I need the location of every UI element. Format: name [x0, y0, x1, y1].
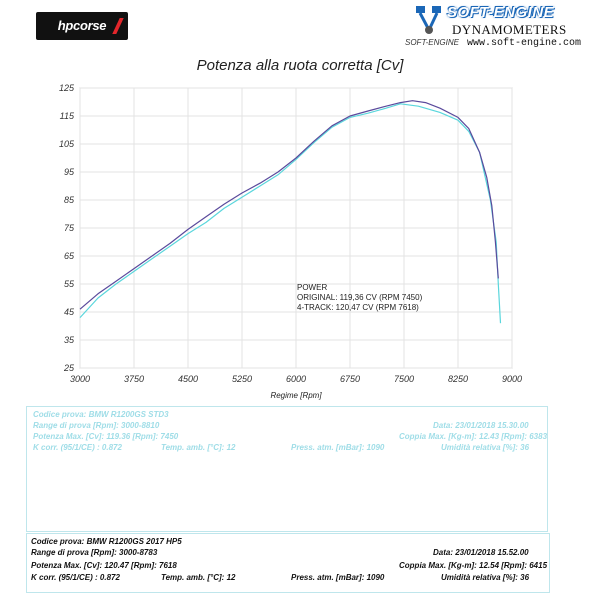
test-info-new: Codice prova: BMW R1200GS 2017 HP5 Range… — [26, 533, 550, 593]
test-temp: Temp. amb. [°C]: 12 — [161, 573, 236, 582]
annotation-line: POWER — [297, 283, 327, 292]
y-tick-label: 65 — [64, 251, 75, 261]
test-info-original: Codice prova: BMW R1200GS STD3 Range di … — [26, 406, 548, 532]
y-tick-label: 75 — [64, 223, 75, 233]
y-tick-label: 95 — [64, 167, 75, 177]
test-k-corr: K corr. (95/1/CE) : 0.872 — [31, 573, 120, 582]
y-tick-label: 105 — [59, 139, 75, 149]
y-tick-label: 45 — [64, 307, 75, 317]
chart-title: Potenza alla ruota corretta [Cv] — [196, 57, 404, 74]
x-tick-label: 3750 — [124, 374, 144, 384]
annotation-line: 4-TRACK: 120,47 CV (RPM 7618) — [297, 303, 419, 312]
y-tick-label: 55 — [64, 279, 75, 289]
y-tick-label: 85 — [64, 195, 75, 205]
soft-engine-url: www.soft-engine.com — [467, 38, 582, 49]
soft-engine-sub: SOFT-ENGINE — [405, 38, 459, 47]
test-k-corr: K corr. (95/1/CE) : 0.872 — [33, 443, 122, 452]
test-max-torque: Coppia Max. [Kg-m]: 12.43 [Rpm]: 6383 — [399, 432, 548, 441]
chart-grid — [79, 87, 513, 369]
test-date: Data: 23/01/2018 15.30.00 — [433, 421, 529, 430]
power-chart: 125 115 105 95 85 75 65 55 45 35 25 3000 3750 4500 52… — [59, 83, 522, 400]
test-humidity: Umidità relativa [%]: 36 — [441, 573, 530, 582]
series-line-original — [79, 103, 502, 324]
test-range: Range di prova [Rpm]: 3000-8810 — [33, 421, 160, 430]
test-max-power: Potenza Max. [Cv]: 120.47 [Rpm]: 7618 — [31, 561, 177, 570]
x-tick-label: 9000 — [502, 374, 522, 384]
test-pressure: Press. atm. [mBar]: 1090 — [291, 573, 385, 582]
x-tick-label: 6750 — [340, 374, 360, 384]
hpcorse-logo: hpcorse — [36, 12, 128, 40]
x-tick-label: 6000 — [286, 374, 306, 384]
y-tick-label: 25 — [63, 363, 75, 373]
soft-engine-brand: SOFT-ENGINE — [447, 4, 555, 21]
x-tick-labels: 3000 3750 4500 5250 6000 6750 7500 8250 9000 — [70, 374, 522, 384]
test-temp: Temp. amb. [°C]: 12 — [161, 443, 236, 452]
annotation-line: ORIGINAL: 119,36 CV (RPM 7450) — [297, 293, 423, 302]
x-tick-label: 5250 — [232, 374, 252, 384]
soft-engine-logo: SOFT-ENGINE DYNAMOMETERS SOFT-ENGINE www… — [405, 2, 595, 54]
test-date: Data: 23/01/2018 15.52.00 — [433, 548, 529, 557]
pistons-icon — [416, 6, 441, 34]
series-line-four_track — [79, 100, 499, 310]
test-max-torque: Coppia Max. [Kg-m]: 12.54 [Rpm]: 6415 — [399, 561, 548, 570]
y-tick-label: 35 — [64, 335, 75, 345]
hpcorse-logo-text: hpcorse — [57, 18, 107, 33]
test-pressure: Press. atm. [mBar]: 1090 — [291, 443, 385, 452]
x-tick-label: 4500 — [178, 374, 198, 384]
test-code: Codice prova: BMW R1200GS STD3 — [33, 410, 169, 419]
test-range: Range di prova [Rpm]: 3000-8783 — [31, 548, 158, 557]
test-code: Codice prova: BMW R1200GS 2017 HP5 — [31, 537, 182, 546]
dynamometers-title: DYNAMOMETERS — [452, 22, 567, 37]
x-tick-label: 8250 — [448, 374, 468, 384]
test-humidity: Umidità relativa [%]: 36 — [441, 443, 530, 452]
chart-series — [79, 100, 502, 324]
x-tick-label: 7500 — [394, 374, 414, 384]
y-tick-label: 115 — [60, 111, 75, 121]
x-tick-label: 3000 — [70, 374, 90, 384]
x-axis-label: Regime [Rpm] — [270, 391, 322, 400]
y-tick-label: 125 — [59, 83, 75, 93]
y-tick-labels: 125 115 105 95 85 75 65 55 45 35 25 — [59, 83, 75, 373]
test-max-power: Potenza Max. [Cv]: 119.36 [Rpm]: 7450 — [33, 432, 179, 441]
